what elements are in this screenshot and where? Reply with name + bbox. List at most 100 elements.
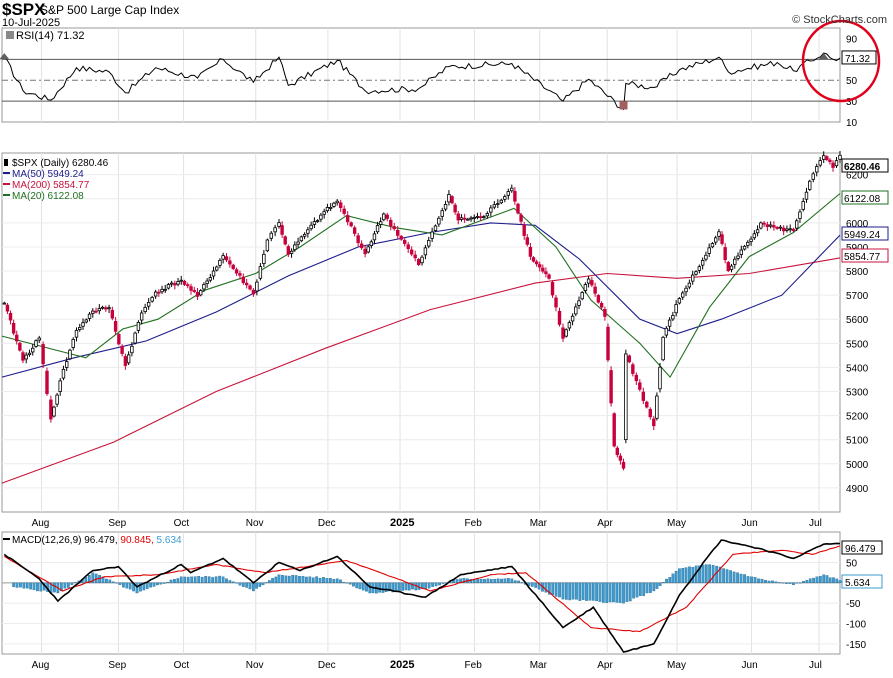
price-candle	[456, 213, 460, 221]
macd-histogram-bar	[15, 582, 19, 588]
price-candle	[342, 208, 346, 214]
price-candle	[312, 221, 317, 225]
macd-histogram-bar	[118, 582, 122, 585]
price-candle	[433, 225, 438, 231]
price-candle	[15, 334, 19, 342]
macd-histogram-bar	[145, 582, 149, 589]
macd-histogram-bar	[462, 577, 466, 583]
macd-histogram-bar	[815, 576, 819, 583]
macd-value-tag-box	[841, 540, 883, 555]
macd-histogram-bar	[284, 575, 288, 583]
macd-histogram-bar	[214, 576, 218, 583]
macd-histogram-bar	[581, 582, 585, 600]
price-candle	[791, 228, 796, 231]
macd-histogram-bar	[585, 582, 588, 601]
macd-histogram-bar	[348, 582, 352, 585]
price-candle	[420, 256, 424, 264]
price-candle	[423, 247, 428, 256]
price-candle	[139, 312, 144, 321]
macd-histogram-bar	[60, 582, 63, 592]
macd-histogram-bar	[671, 573, 675, 583]
macd-histogram-bar	[342, 582, 346, 583]
price-candle	[104, 307, 108, 310]
price-candle	[389, 219, 393, 227]
macd-histogram-bar	[739, 573, 743, 583]
price-candle	[372, 233, 377, 241]
price-candle	[150, 296, 154, 302]
price-candle	[55, 394, 59, 405]
macd-histogram-bar	[678, 568, 681, 583]
macd-histogram-bar	[750, 576, 753, 583]
x-axis-label-bottom: Sep	[108, 660, 126, 671]
price-candle	[661, 336, 665, 361]
macd-tick-label: -50	[846, 599, 861, 610]
macd-histogram-bar	[311, 577, 315, 583]
price-candle	[606, 326, 610, 361]
macd-histogram-bar	[159, 582, 163, 585]
x-axis-label-bottom: Aug	[32, 660, 50, 671]
price-candle	[189, 286, 193, 291]
price-candle	[258, 266, 263, 279]
x-axis-label-bottom: Dec	[318, 660, 336, 671]
x-axis-label-top: Dec	[318, 518, 336, 529]
macd-histogram-bar	[301, 576, 305, 583]
price-candle	[664, 327, 669, 336]
macd-histogram-bar	[802, 581, 805, 583]
price-candle	[648, 409, 652, 418]
macd-histogram-bar	[547, 582, 551, 595]
macd-histogram-bar	[493, 579, 497, 583]
price-candle	[772, 225, 776, 228]
price-candle	[528, 246, 533, 257]
macd-histogram-bar	[268, 580, 271, 583]
ma50-line	[1, 222, 841, 378]
price-candle	[136, 321, 141, 331]
macd-histogram-bar	[722, 568, 725, 583]
macd-histogram-bar	[785, 582, 788, 584]
price-candle	[561, 327, 565, 339]
macd-histogram-bar	[575, 582, 578, 600]
macd-histogram-bar	[186, 576, 190, 583]
price-candle	[466, 218, 470, 221]
macd-histogram-bar	[261, 582, 265, 586]
macd-histogram-bar	[684, 567, 688, 583]
price-candle	[228, 260, 232, 265]
macd-histogram-bar	[767, 580, 771, 583]
macd-histogram-bar	[652, 582, 656, 592]
price-candle	[624, 353, 628, 440]
price-candle	[838, 154, 842, 160]
rsi-tick-label: 30	[846, 97, 858, 108]
price-candle	[472, 217, 476, 219]
x-axis-label-top: Apr	[597, 518, 613, 529]
price-legend-label: $SPX (Daily) 6280.46	[12, 158, 109, 169]
macd-histogram-bar	[554, 582, 558, 597]
price-candle	[671, 315, 675, 320]
macd-value-tag-box	[841, 574, 883, 589]
price-candle	[627, 355, 632, 363]
price-candle	[746, 241, 750, 246]
macd-histogram-bar	[135, 582, 139, 594]
macd-histogram-bar	[778, 582, 781, 584]
macd-histogram-bar	[66, 582, 70, 588]
macd-histogram-bar	[788, 582, 792, 584]
macd-histogram-bar	[424, 582, 428, 590]
price-tick-label: 6000	[846, 219, 869, 230]
macd-histogram-bar	[384, 582, 388, 592]
macd-histogram-bar	[496, 578, 500, 583]
macd-legend-part: MACD(12,26,9) 96.479,	[12, 535, 118, 546]
macd-histogram-bar	[53, 582, 56, 593]
macd-histogram-bar	[204, 576, 208, 583]
price-candle	[804, 191, 809, 200]
macd-tick-label: -100	[846, 620, 866, 631]
price-candle	[143, 307, 147, 312]
price-candle	[615, 447, 620, 456]
price-candle	[538, 264, 542, 268]
price-candle	[396, 229, 400, 236]
macd-histogram-bar	[645, 582, 649, 594]
price-candle	[120, 345, 124, 354]
price-candle	[516, 203, 520, 214]
x-axis-label-bottom: May	[667, 660, 686, 671]
price-candle	[707, 247, 711, 254]
macd-histogram-bar	[149, 582, 152, 588]
price-candle	[283, 236, 287, 245]
macd-histogram-bar	[601, 582, 605, 603]
